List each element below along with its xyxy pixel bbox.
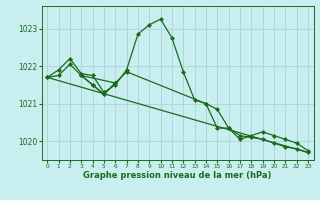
X-axis label: Graphe pression niveau de la mer (hPa): Graphe pression niveau de la mer (hPa): [84, 171, 272, 180]
